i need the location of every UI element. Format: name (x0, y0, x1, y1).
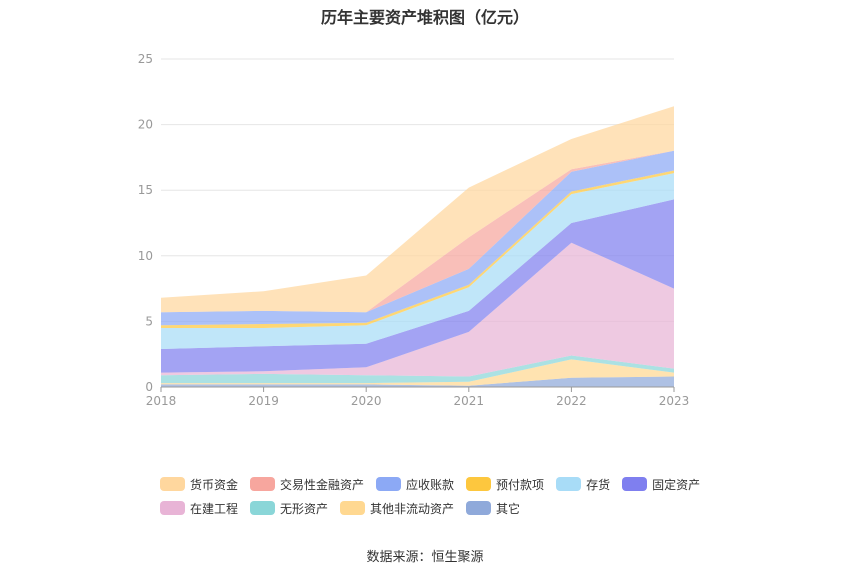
legend-swatch (160, 477, 185, 491)
area-layer (161, 106, 674, 387)
legend-item[interactable]: 货币资金 (160, 476, 238, 493)
legend: 货币资金 交易性金融资产 应收账款 预付款项 存货 固定资产 在建工程 无形资产 其他非流动资… (160, 472, 720, 520)
area-series-应收账款 (161, 150, 674, 326)
y-tick-label: 25 (138, 52, 153, 66)
legend-swatch (622, 477, 648, 491)
legend-swatch (340, 501, 366, 515)
legend-item[interactable]: 存货 (556, 476, 610, 493)
legend-label: 其他非流动资产 (370, 501, 455, 516)
y-tick-label: 15 (138, 183, 153, 197)
legend-swatch (250, 477, 276, 491)
legend-label: 固定资产 (652, 477, 701, 492)
legend-label: 交易性金融资产 (280, 477, 365, 492)
x-tick-label: 2021 (454, 394, 485, 408)
legend-label: 应收账款 (406, 477, 455, 492)
chart-title: 历年主要资产堆积图（亿元） (320, 8, 529, 27)
x-tick-label: 2018 (146, 394, 177, 408)
legend-swatch (250, 501, 276, 515)
axis-layer: 0 5 10 15 20 25 2018 2019 2020 2021 2022 2023 (138, 52, 690, 408)
legend-label: 货币资金 (190, 477, 239, 492)
legend-swatch (376, 477, 402, 491)
legend-item[interactable]: 交易性金融资产 (250, 476, 364, 493)
area-series-存货 (161, 173, 674, 349)
legend-item[interactable]: 其它 (466, 500, 520, 517)
x-tick-label: 2022 (556, 394, 587, 408)
y-tick-label: 0 (145, 380, 153, 394)
area-series-交易性金融资产 (161, 150, 674, 313)
y-tick-label: 10 (138, 249, 153, 263)
legend-label: 预付款项 (496, 477, 545, 492)
legend-item[interactable]: 应收账款 (376, 476, 454, 493)
area-series-在建工程 (161, 242, 674, 377)
legend-label: 在建工程 (190, 501, 239, 516)
legend-item[interactable]: 固定资产 (622, 476, 700, 493)
area-series-无形资产 (161, 355, 674, 384)
legend-label: 无形资产 (280, 501, 329, 516)
legend-label: 存货 (586, 477, 611, 492)
y-tick-label: 5 (145, 314, 153, 328)
legend-row-1: 货币资金 交易性金融资产 应收账款 预付款项 存货 固定资产 (160, 472, 720, 496)
legend-item[interactable]: 预付款项 (466, 476, 544, 493)
x-tick-label: 2023 (659, 394, 690, 408)
legend-label: 其它 (496, 501, 521, 516)
legend-swatch (160, 501, 185, 515)
y-tick-label: 20 (138, 118, 153, 132)
legend-swatch (556, 477, 582, 491)
area-series-货币资金 (161, 106, 674, 313)
legend-item[interactable]: 无形资产 (250, 500, 328, 517)
legend-swatch (466, 501, 492, 515)
data-source-note: 数据来源：恒生聚源 (366, 550, 484, 565)
area-series-其他非流动资产 (161, 359, 674, 386)
area-series-固定资产 (161, 199, 674, 373)
legend-row-2: 在建工程 无形资产 其他非流动资产 其它 (160, 496, 720, 520)
legend-swatch (466, 477, 492, 491)
x-tick-label: 2019 (248, 394, 279, 408)
area-series-其它 (161, 376, 674, 387)
x-tick-label: 2020 (351, 394, 382, 408)
legend-item[interactable]: 其他非流动资产 (340, 500, 454, 517)
legend-item[interactable]: 在建工程 (160, 500, 238, 517)
